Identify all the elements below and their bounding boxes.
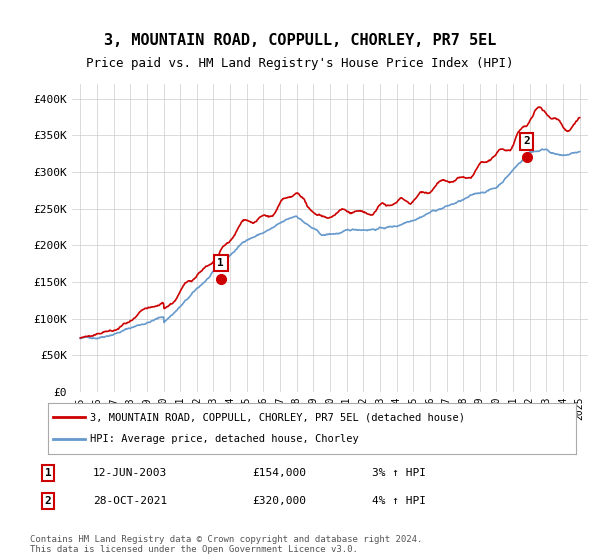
Text: Contains HM Land Registry data © Crown copyright and database right 2024.
This d: Contains HM Land Registry data © Crown c… bbox=[30, 535, 422, 554]
Text: 1: 1 bbox=[217, 258, 224, 268]
Text: Price paid vs. HM Land Registry's House Price Index (HPI): Price paid vs. HM Land Registry's House … bbox=[86, 57, 514, 70]
Text: £320,000: £320,000 bbox=[252, 496, 306, 506]
Text: £154,000: £154,000 bbox=[252, 468, 306, 478]
Text: 28-OCT-2021: 28-OCT-2021 bbox=[93, 496, 167, 506]
Text: 12-JUN-2003: 12-JUN-2003 bbox=[93, 468, 167, 478]
Text: HPI: Average price, detached house, Chorley: HPI: Average price, detached house, Chor… bbox=[90, 435, 359, 445]
Text: 3, MOUNTAIN ROAD, COPPULL, CHORLEY, PR7 5EL: 3, MOUNTAIN ROAD, COPPULL, CHORLEY, PR7 … bbox=[104, 32, 496, 48]
Text: 4% ↑ HPI: 4% ↑ HPI bbox=[372, 496, 426, 506]
Text: 1: 1 bbox=[44, 468, 52, 478]
Text: 3% ↑ HPI: 3% ↑ HPI bbox=[372, 468, 426, 478]
Text: 3, MOUNTAIN ROAD, COPPULL, CHORLEY, PR7 5EL (detached house): 3, MOUNTAIN ROAD, COPPULL, CHORLEY, PR7 … bbox=[90, 412, 465, 422]
Text: 2: 2 bbox=[44, 496, 52, 506]
Text: 2: 2 bbox=[523, 136, 530, 146]
